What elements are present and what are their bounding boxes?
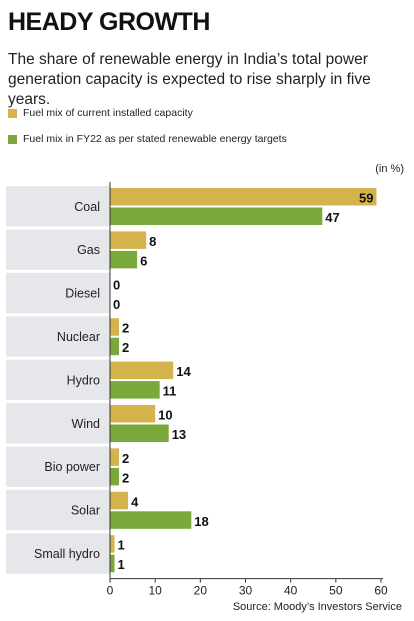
value-label-fy22-solar: 18	[194, 514, 208, 529]
value-label-fy22-coal: 47	[325, 210, 339, 225]
value-label-current-bio-power: 2	[122, 451, 129, 466]
bar-current-coal	[110, 188, 377, 206]
category-band-hydro	[6, 359, 110, 401]
bar-fy22-bio-power	[110, 467, 120, 486]
category-band-bio-power	[6, 446, 110, 487]
value-label-fy22-wind: 13	[172, 427, 186, 442]
x-tick-label-40: 40	[284, 584, 298, 598]
value-label-current-coal: 59	[359, 191, 373, 206]
category-band-gas	[6, 229, 110, 270]
x-tick-label-10: 10	[148, 584, 162, 598]
category-label-diesel: Diesel	[65, 287, 100, 301]
x-tick-label-20: 20	[194, 584, 208, 598]
bar-fy22-small-hydro	[110, 554, 115, 573]
bar-fy22-gas	[110, 250, 138, 269]
value-label-fy22-nuclear: 2	[122, 340, 129, 355]
bar-current-nuclear	[110, 318, 120, 336]
chart-title: HEADY GROWTH	[8, 8, 210, 36]
value-label-current-small-hydro: 1	[118, 538, 125, 553]
x-tick-label-0: 0	[107, 584, 114, 598]
bar-current-bio-power	[110, 448, 120, 466]
value-label-fy22-hydro: 11	[163, 384, 177, 399]
bar-current-small-hydro	[110, 535, 115, 553]
bar-fy22-nuclear	[110, 337, 120, 356]
legend-label-fy22: Fuel mix in FY22 as per stated renewable…	[23, 133, 287, 145]
bar-fy22-coal	[110, 207, 323, 225]
bar-fy22-hydro	[110, 381, 160, 399]
category-band-small-hydro	[6, 533, 110, 574]
bar-fy22-wind	[110, 424, 169, 442]
category-label-coal: Coal	[74, 200, 100, 214]
x-tick-label-30: 30	[239, 584, 253, 598]
bar-current-hydro	[110, 361, 174, 380]
unit-label: (in %)	[375, 163, 404, 175]
category-band-coal	[6, 186, 110, 227]
value-label-fy22-diesel: 0	[113, 297, 120, 312]
value-label-current-diesel: 0	[113, 277, 120, 292]
value-label-fy22-small-hydro: 1	[118, 557, 125, 572]
category-label-gas: Gas	[77, 243, 100, 257]
category-label-hydro: Hydro	[67, 373, 100, 387]
legend-item-current: Fuel mix of current installed capacity	[8, 107, 193, 119]
bar-current-gas	[110, 231, 147, 249]
chart-subtitle: The share of renewable energy in India’s…	[8, 51, 371, 108]
category-label-nuclear: Nuclear	[57, 330, 100, 344]
legend-swatch-fy22	[8, 134, 17, 144]
value-label-current-wind: 10	[158, 408, 172, 423]
x-tick-label-50: 50	[329, 584, 343, 598]
category-band-nuclear	[6, 316, 110, 357]
value-label-current-hydro: 14	[176, 364, 191, 379]
category-label-small-hydro: Small hydro	[34, 547, 100, 561]
category-band-wind	[6, 403, 110, 444]
value-label-current-solar: 4	[131, 494, 139, 509]
x-tick-label-60: 60	[374, 584, 388, 598]
source-note: Source: Moody’s Investors Service	[232, 601, 402, 613]
value-label-fy22-bio-power: 2	[122, 470, 129, 485]
bar-fy22-solar	[110, 511, 192, 529]
category-label-bio-power: Bio power	[44, 460, 100, 474]
value-label-current-gas: 8	[149, 234, 156, 249]
legend-label-current: Fuel mix of current installed capacity	[23, 107, 193, 119]
category-band-solar	[6, 489, 110, 531]
value-label-current-nuclear: 2	[122, 321, 129, 336]
bar-current-wind	[110, 405, 156, 423]
legend-item-fy22: Fuel mix in FY22 as per stated renewable…	[8, 133, 287, 145]
legend-swatch-current	[8, 108, 17, 118]
value-label-fy22-gas: 6	[140, 253, 147, 268]
category-label-solar: Solar	[71, 504, 100, 518]
category-label-wind: Wind	[72, 417, 101, 431]
category-band-diesel	[6, 272, 110, 314]
bar-current-solar	[110, 491, 129, 510]
